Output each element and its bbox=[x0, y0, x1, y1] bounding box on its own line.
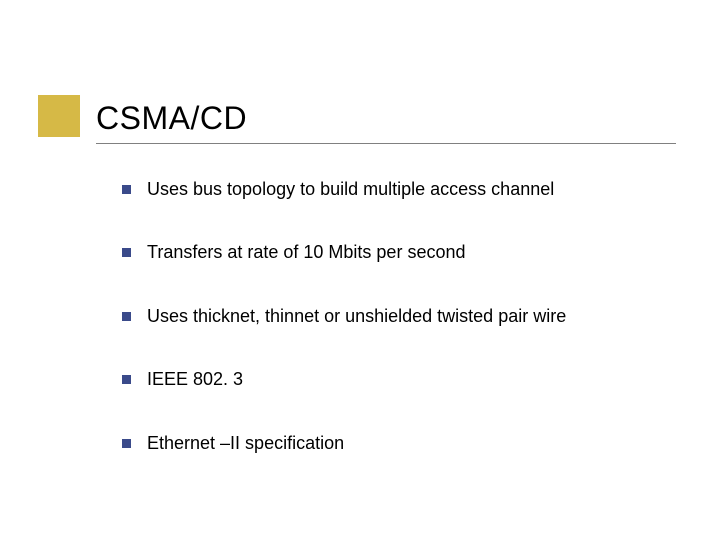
bullet-text: Ethernet –II specification bbox=[147, 432, 344, 455]
bullet-list: Uses bus topology to build multiple acce… bbox=[122, 178, 680, 495]
list-item: Uses bus topology to build multiple acce… bbox=[122, 178, 680, 201]
accent-block bbox=[38, 95, 80, 137]
bullet-icon bbox=[122, 248, 131, 257]
bullet-text: Uses thicknet, thinnet or unshielded twi… bbox=[147, 305, 566, 328]
title-underline bbox=[96, 143, 676, 144]
bullet-text: Uses bus topology to build multiple acce… bbox=[147, 178, 554, 201]
title-container: CSMA/CD bbox=[96, 100, 680, 144]
list-item: Transfers at rate of 10 Mbits per second bbox=[122, 241, 680, 264]
bullet-text: IEEE 802. 3 bbox=[147, 368, 243, 391]
bullet-icon bbox=[122, 375, 131, 384]
bullet-text: Transfers at rate of 10 Mbits per second bbox=[147, 241, 465, 264]
list-item: Uses thicknet, thinnet or unshielded twi… bbox=[122, 305, 680, 328]
bullet-icon bbox=[122, 439, 131, 448]
list-item: Ethernet –II specification bbox=[122, 432, 680, 455]
bullet-icon bbox=[122, 312, 131, 321]
list-item: IEEE 802. 3 bbox=[122, 368, 680, 391]
bullet-icon bbox=[122, 185, 131, 194]
slide-title: CSMA/CD bbox=[96, 100, 680, 143]
